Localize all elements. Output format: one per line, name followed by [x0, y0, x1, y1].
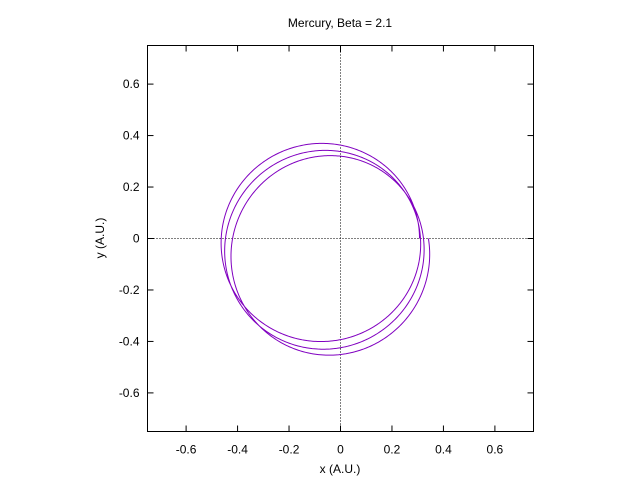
x-tick-label: -0.6: [176, 443, 197, 457]
y-tick-label: -0.4: [119, 334, 140, 348]
chart-title: Mercury, Beta = 2.1: [288, 16, 392, 30]
x-tick-label: -0.4: [227, 443, 248, 457]
y-tick-label: -0.6: [119, 386, 140, 400]
y-tick-label: 0.6: [123, 77, 140, 91]
plot-area: [147, 45, 534, 432]
y-axis-label: y (A.U.): [93, 218, 107, 259]
y-tick-label: 0.4: [123, 129, 140, 143]
axis-ticks: [147, 45, 534, 432]
y-tick-label: 0.2: [123, 180, 140, 194]
x-axis-label: x (A.U.): [320, 462, 361, 476]
x-tick-label: -0.2: [279, 443, 300, 457]
y-tick-label: -0.2: [119, 283, 140, 297]
x-tick-label: 0.4: [435, 443, 452, 457]
axis-tick-labels: -0.6 -0.4 -0.2 0 0.2 0.4 0.6 -0.6 -0.4 -0.2 0 0.2 0.…: [119, 77, 504, 456]
x-tick-label: 0.6: [487, 443, 504, 457]
y-tick-label: 0: [133, 232, 140, 246]
plot-border: [147, 45, 534, 432]
x-tick-label: 0.2: [384, 443, 401, 457]
x-tick-label: 0: [337, 443, 344, 457]
orbit-series-line: [220, 142, 431, 356]
